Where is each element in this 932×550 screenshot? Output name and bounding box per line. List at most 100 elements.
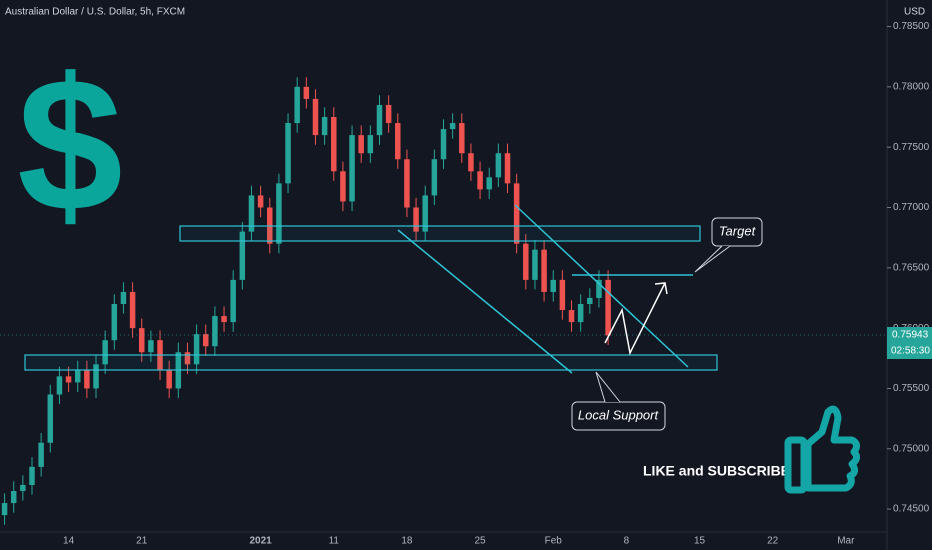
support-zone [24, 354, 718, 371]
cta-text: LIKE and SUBSCRIBE [643, 463, 790, 479]
x-tick-label: 8 [624, 536, 630, 547]
candle-body [550, 279, 556, 292]
candle-body [486, 177, 492, 190]
y-tick-label: 0.75000 [893, 443, 930, 454]
x-tick-label: 25 [475, 536, 487, 547]
x-tick-label: Mar [837, 536, 855, 547]
candle-body [577, 304, 584, 323]
candle-body [294, 86, 300, 124]
last-price-label: 0.75943 [892, 330, 929, 341]
x-tick-label: 21 [136, 536, 148, 547]
currency-label: USD [904, 7, 925, 18]
x-tick-label: 2021 [249, 536, 272, 547]
candle-body [449, 123, 456, 130]
x-tick-label: 18 [401, 536, 413, 547]
candle-body [276, 183, 282, 244]
candle-body [138, 328, 145, 353]
candle-body [38, 442, 44, 467]
channel-upper [514, 204, 689, 368]
candle-body [440, 129, 447, 160]
candle-body [166, 370, 172, 389]
candle-body [504, 153, 511, 184]
candle-body [20, 484, 26, 491]
candle-body [541, 249, 547, 292]
support-callout-tail [595, 371, 621, 403]
candle-body [513, 183, 520, 244]
candle-body [367, 135, 374, 154]
candle-body [349, 135, 355, 202]
candle-body [385, 104, 392, 124]
x-tick-label: 11 [329, 536, 340, 547]
candle-body [568, 310, 575, 323]
candle-body [587, 297, 593, 304]
candle-body [596, 279, 602, 298]
candle-body [468, 153, 474, 172]
candle-body [47, 394, 54, 443]
candle-body [56, 376, 63, 395]
y-tick-label: 0.77000 [893, 202, 930, 213]
candle-body [184, 352, 191, 365]
candle-body [239, 231, 246, 280]
resistance-zone [179, 225, 701, 242]
target-label: Target [719, 223, 757, 238]
target-callout [711, 217, 763, 247]
countdown-label: 02:58:30 [891, 346, 930, 357]
candle-body [65, 376, 72, 383]
y-tick-label: 0.76500 [893, 262, 930, 273]
candle-body [285, 123, 291, 184]
candle-body [1, 503, 8, 516]
arrow-head [654, 282, 668, 295]
candle-body [193, 334, 200, 365]
candle-body [459, 123, 465, 154]
thumb-cuff [784, 436, 808, 494]
last-price-box [887, 327, 932, 344]
candle-body [74, 370, 81, 383]
candle-body [10, 490, 17, 504]
candle-body [413, 207, 419, 232]
candle-body [559, 279, 566, 311]
candle-body [303, 86, 310, 99]
target-callout-tail [694, 245, 731, 273]
candle-body [221, 316, 227, 323]
candle-body [84, 370, 90, 389]
candle-body [148, 340, 154, 353]
y-tick-label: 0.78500 [893, 21, 930, 32]
dollar-logo: $ [17, 39, 123, 251]
candle-body [230, 279, 236, 323]
candle-body [203, 334, 209, 347]
support-label: Local Support [578, 407, 660, 422]
candle-body [376, 104, 383, 136]
projection-arrow [604, 282, 666, 356]
candle-body [321, 117, 328, 136]
candle-body [495, 153, 502, 178]
candle-body [395, 123, 401, 160]
y-tick-label: 0.77500 [893, 142, 930, 153]
candle-body [111, 304, 118, 341]
candle-body [340, 171, 346, 202]
candle-body [431, 159, 438, 196]
candle-body [331, 117, 337, 172]
y-tick-label: 0.78000 [893, 81, 930, 92]
x-tick-label: 15 [694, 536, 706, 547]
candle-body [102, 340, 108, 365]
candle-body [312, 98, 319, 136]
candle-body [605, 279, 611, 336]
x-tick-label: Feb [545, 536, 563, 547]
candle-body [532, 249, 538, 280]
candle-body [212, 316, 218, 347]
candle-body [404, 159, 410, 208]
candle-body [358, 135, 364, 154]
x-tick-label: 14 [63, 536, 75, 547]
candle-body [120, 291, 127, 304]
y-tick-label: 0.74500 [893, 504, 930, 515]
x-tick-label: 22 [767, 536, 779, 547]
countdown-box [887, 343, 932, 360]
candle-body [523, 243, 529, 280]
thumb-icon [784, 405, 861, 494]
candle-body [422, 195, 428, 232]
candle-body [93, 364, 99, 389]
chart-title: Australian Dollar / U.S. Dollar, 5h, FXC… [5, 7, 185, 18]
